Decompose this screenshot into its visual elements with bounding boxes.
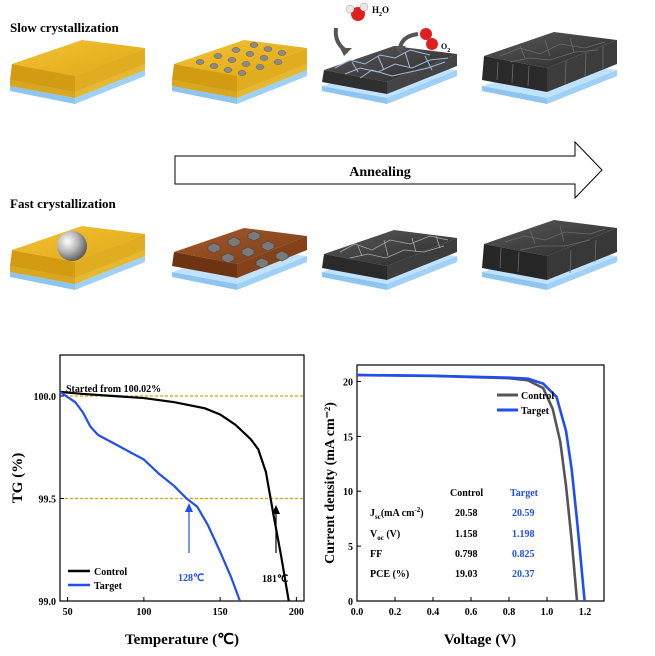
grain-edges <box>339 235 449 259</box>
water-label: H2O <box>372 5 389 18</box>
tg-ytick-label: 100.0 <box>34 392 57 403</box>
tg-legend: Control Target <box>68 567 127 592</box>
jv-xtick-label: 0.0 <box>351 607 364 618</box>
slow-substrate-1 <box>10 40 145 104</box>
jv-row-pce-target: 20.37 <box>512 569 535 580</box>
slow-substrate-2 <box>172 40 307 104</box>
jv-plot-frame <box>356 364 605 602</box>
jv-row-jsc-target: 20.59 <box>512 508 535 519</box>
jv-ytick-label: 5 <box>348 542 353 553</box>
crack-lines <box>334 49 449 79</box>
oxygen-label: O2 <box>441 42 450 54</box>
tg-legend-target: Target <box>94 581 123 592</box>
jv-xlabel: Voltage (V) <box>444 632 516 648</box>
annealing-arrow <box>174 140 603 200</box>
jv-row-ff-control: 0.798 <box>455 549 478 560</box>
fast-crystallization-label: Fast crystallization <box>10 196 116 211</box>
jv-row-jsc-label: Jsc(mA cm-2) <box>370 506 424 521</box>
tg-xlabel: Temperature (℃) <box>125 632 239 648</box>
fast-substrate-4 <box>482 220 617 290</box>
jv-xtick-label: 1.2 <box>579 607 592 618</box>
jv-xtick-label: 0.8 <box>503 607 516 618</box>
jv-xtick-label: 0.2 <box>389 607 402 618</box>
jv-row-pce-control: 19.03 <box>455 569 478 580</box>
tg-ytick-label: 99.5 <box>39 495 57 506</box>
hexagon-nuclei <box>207 230 289 269</box>
jv-ytick-label: 20 <box>343 377 353 388</box>
jv-ylabel: Current density (mA cm⁻²) <box>323 402 338 564</box>
jv-row-voc-target: 1.198 <box>512 529 535 540</box>
jv-legend: Control Target <box>497 391 554 417</box>
jv-ytick-label: 10 <box>343 487 353 498</box>
tg-series-target <box>59 390 241 602</box>
tg-128-marker: 128℃ <box>178 503 204 584</box>
fast-substrate-2 <box>172 228 307 290</box>
tg-181-label: 181℃ <box>262 574 288 585</box>
jv-row-ff-target: 0.825 <box>512 549 535 560</box>
jv-ytick-label: 15 <box>343 432 353 443</box>
fast-substrate-3 <box>322 230 457 290</box>
jv-xtick-label: 0.6 <box>465 607 478 618</box>
jv-row-voc-label: Voc (V) <box>370 529 400 542</box>
slow-crystallization-label: Slow crystallization <box>10 20 119 35</box>
tg-annotation: Started from 100.02% <box>66 384 161 395</box>
tg-chart: Started from 100.02% 50 100 150 200 99.0 99.5… <box>10 354 305 648</box>
jv-row-jsc-control: 20.58 <box>455 508 478 519</box>
fast-substrate-1 <box>10 226 145 290</box>
tg-plot-frame <box>59 354 305 602</box>
jv-series-target <box>356 373 586 602</box>
nuclei-dots <box>195 42 287 76</box>
jv-table-header-target: Target <box>510 488 539 499</box>
tg-xtick-label: 100 <box>136 607 151 618</box>
jv-legend-target: Target <box>521 406 550 417</box>
grain-boundaries-fast <box>499 225 606 274</box>
slow-substrate-4 <box>482 32 617 104</box>
tg-181-marker: 181℃ <box>262 505 288 585</box>
tg-128-label: 128℃ <box>178 573 204 584</box>
precursor-droplet <box>57 231 87 261</box>
jv-table-header-control: Control <box>450 488 483 499</box>
curved-arrow-right <box>398 32 419 49</box>
annealing-label: Annealing <box>349 165 410 180</box>
jv-row-voc-control: 1.158 <box>455 529 478 540</box>
tg-series-control <box>59 390 290 602</box>
tg-xtick-label: 150 <box>213 607 228 618</box>
oxygen-molecule-icon <box>420 28 438 50</box>
tg-xtick-label: 50 <box>63 607 73 618</box>
tg-ytick-label: 99.0 <box>39 597 57 608</box>
jv-legend-control: Control <box>521 391 554 402</box>
slow-substrate-3 <box>322 46 457 104</box>
jv-row-ff-label: FF <box>370 549 382 560</box>
grain-boundaries <box>496 37 606 87</box>
jv-parameters-table: Control Target Jsc(mA cm-2) 20.58 20.59 … <box>370 488 539 580</box>
jv-xtick-label: 0.4 <box>427 607 440 618</box>
water-molecule-icon <box>345 2 369 21</box>
jv-row-pce-label: PCE (%) <box>370 569 409 580</box>
jv-ytick-label: 0 <box>348 597 353 608</box>
tg-xtick-label: 200 <box>289 607 304 618</box>
tg-ylabel: TG (%) <box>10 453 26 503</box>
jv-xtick-label: 1.0 <box>541 607 554 618</box>
jv-chart: 0.0 0.2 0.4 0.6 0.8 1.0 1.2 0 5 10 15 20 Control Ta… <box>323 364 605 648</box>
tg-legend-control: Control <box>94 567 127 578</box>
